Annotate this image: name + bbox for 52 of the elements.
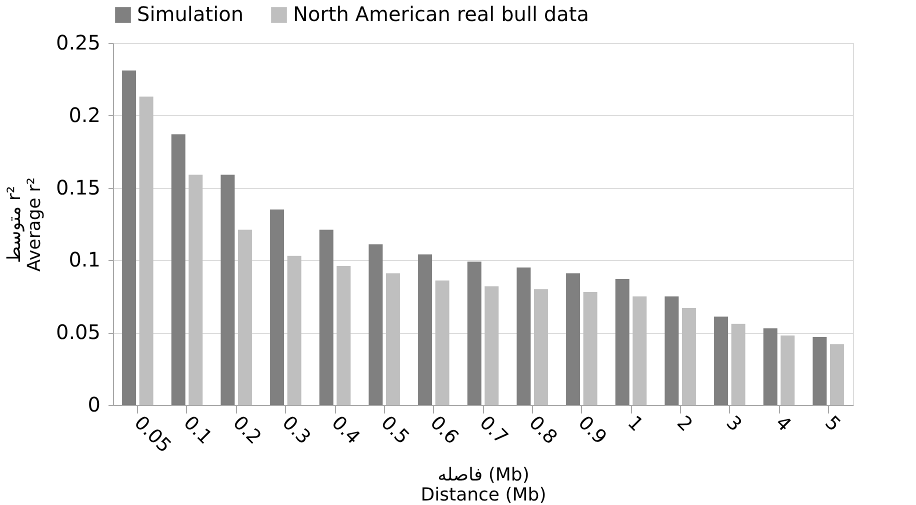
y-tick-label: 0.25 <box>56 30 100 54</box>
bar <box>812 336 827 405</box>
x-tick-label: 4 <box>771 412 796 436</box>
bar <box>319 230 334 405</box>
x-tick-label: 0.5 <box>376 412 414 449</box>
bar <box>583 292 598 405</box>
x-tick-label: 0.6 <box>426 412 463 449</box>
legend-label: North American real bull data <box>293 2 589 26</box>
bar <box>664 296 679 405</box>
bar <box>632 296 647 405</box>
bar <box>830 344 844 405</box>
x-tick-label: 0.3 <box>278 412 315 449</box>
bar <box>435 280 450 405</box>
bar <box>467 262 482 405</box>
y-tick-label: 0.15 <box>56 175 100 200</box>
y-tick-label: 0.05 <box>56 320 100 344</box>
bar <box>566 273 580 405</box>
bar <box>731 324 746 405</box>
y-tick-label: 0.2 <box>68 102 100 127</box>
bar <box>287 256 302 405</box>
bar <box>418 254 432 405</box>
bar <box>238 230 252 405</box>
x-tick-label: 0.7 <box>475 412 512 449</box>
x-tick-label: 0.8 <box>524 412 562 449</box>
x-tick-label: 0.2 <box>228 412 266 449</box>
x-tick-label: 0.1 <box>179 412 216 449</box>
x-tick-label: 3 <box>722 412 746 436</box>
bar <box>270 210 284 405</box>
x-tick-label: 5 <box>820 412 845 436</box>
legend-label: Simulation <box>137 2 244 26</box>
bar <box>122 70 136 405</box>
bar <box>220 174 235 405</box>
y-tick-label: 0.1 <box>68 248 100 272</box>
x-tick-label: 0.9 <box>574 412 611 449</box>
bar <box>171 134 186 405</box>
bar <box>484 286 499 405</box>
bar <box>615 279 630 405</box>
bar <box>139 96 154 405</box>
x-tick-label: 2 <box>672 412 697 436</box>
bar <box>368 244 383 405</box>
bar <box>386 273 400 405</box>
bar <box>682 308 696 405</box>
bar <box>780 335 795 405</box>
bar <box>188 174 203 405</box>
bar <box>516 267 531 405</box>
bar <box>763 328 778 405</box>
bar <box>336 266 351 405</box>
y-tick-label: 0 <box>88 392 100 416</box>
bar <box>534 289 548 405</box>
x-tick-label: 0.4 <box>327 412 364 449</box>
bar <box>714 316 728 405</box>
x-tick-label: 1 <box>623 412 648 436</box>
